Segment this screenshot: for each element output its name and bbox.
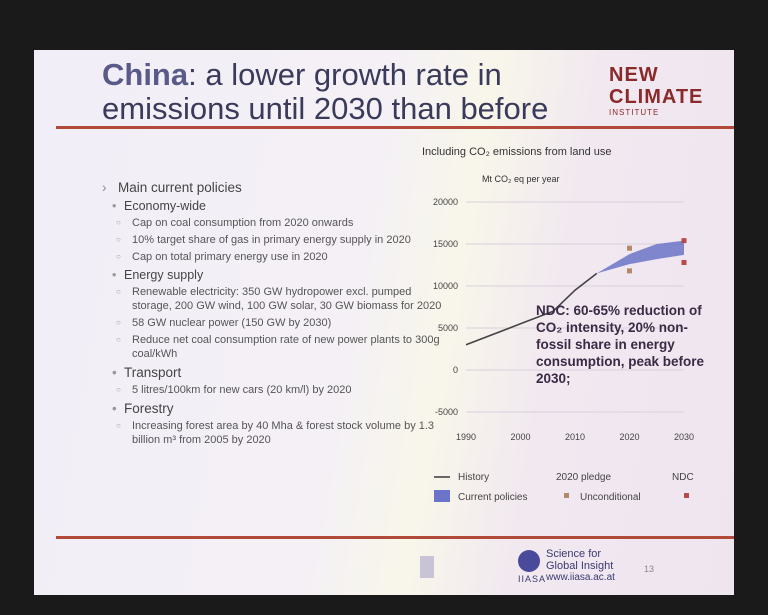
bottom-divider [56, 536, 734, 539]
unconditional-marker [627, 268, 632, 274]
y-tick-label: 10000 [433, 281, 458, 291]
list-item: Increasing forest area by 40 Mha & fores… [102, 419, 442, 447]
legend-unconditional-swatch [564, 493, 569, 498]
legend-pledge-label: 2020 pledge [556, 472, 611, 483]
x-tick-label: 2030 [674, 432, 694, 442]
list-item: 10% target share of gas in primary energ… [102, 233, 442, 247]
transport-heading: Transport [102, 365, 442, 380]
new-climate-logo: NEW CLIMATE INSTITUTE [609, 64, 729, 118]
ndc-annotation: NDC: 60-65% reduction of CO₂ intensity, … [536, 303, 705, 386]
emissions-chart: Mt CO₂ eq per year 20000 15000 10000 5000 0 -5… [433, 174, 694, 503]
y-tick-label: 0 [453, 365, 458, 375]
title-rest: : a lower growth rate in emissions until… [102, 57, 549, 126]
y-tick-label: 20000 [433, 197, 458, 207]
presentation-slide: China: a lower growth rate in emissions … [34, 50, 734, 595]
iiasa-tagline: Science for Global Insight [546, 548, 613, 572]
legend-ndc-swatch [684, 493, 689, 498]
economy-heading: Economy-wide [102, 199, 442, 213]
tagline-line2: Global Insight [546, 560, 614, 572]
list-item: Cap on coal consumption from 2020 onward… [102, 216, 442, 230]
legend-unconditional-label: Unconditional [580, 492, 641, 503]
forestry-heading: Forestry [102, 401, 442, 416]
legend-current-label: Current policies [458, 492, 527, 503]
policies-heading: Main current policies [102, 180, 442, 195]
history-line [465, 272, 598, 346]
pbl-logo [420, 550, 510, 584]
y-tick-label: 15000 [433, 239, 458, 249]
emblem-icon [420, 556, 434, 578]
top-divider [56, 126, 734, 129]
energy-heading: Energy supply [102, 268, 442, 282]
footer-logos: Science for Global Insight IIASA www.iia… [420, 548, 734, 590]
iiasa-url: www.iiasa.ac.at [546, 572, 615, 583]
list-item: 58 GW nuclear power (150 GW by 2030) [102, 316, 442, 330]
current-policies-band [596, 240, 684, 274]
legend-ndc-label: NDC [672, 472, 694, 483]
ndc-marker [681, 259, 687, 265]
list-item: Cap on total primary energy use in 2020 [102, 250, 442, 264]
list-item: Renewable electricity: 350 GW hydropower… [102, 285, 442, 313]
title-country: China [102, 57, 189, 92]
x-tick-label: 1990 [456, 432, 476, 442]
chart-subtitle: Including CO₂ emissions from land use [422, 146, 612, 158]
list-item: 5 litres/100km for new cars (20 km/l) by… [102, 383, 442, 397]
x-tick-label: 2000 [510, 432, 530, 442]
logo-line3: INSTITUTE [609, 108, 660, 117]
y-axis-label: Mt CO₂ eq per year [482, 174, 560, 184]
legend-history-label: History [458, 472, 489, 483]
unconditional-marker [627, 245, 632, 251]
list-item: Reduce net coal consumption rate of new … [102, 333, 442, 361]
x-tick-label: 2020 [619, 432, 639, 442]
logo-line2: CLIMATE [609, 86, 704, 108]
ndc-marker [681, 238, 687, 244]
page-number: 13 [644, 564, 655, 574]
y-tick-label: -5000 [435, 407, 458, 417]
iiasa-globe-icon [518, 550, 540, 572]
policies-list: Main current policies Economy-wide Cap o… [102, 176, 442, 447]
y-tick-label: 5000 [438, 323, 458, 333]
slide-title: China: a lower growth rate in emissions … [102, 58, 572, 126]
logo-line1: NEW [609, 64, 659, 86]
iiasa-name: IIASA [518, 574, 547, 584]
legend-current-swatch [434, 490, 450, 502]
tagline-line1: Science for [546, 548, 602, 560]
x-tick-label: 2010 [565, 432, 585, 442]
